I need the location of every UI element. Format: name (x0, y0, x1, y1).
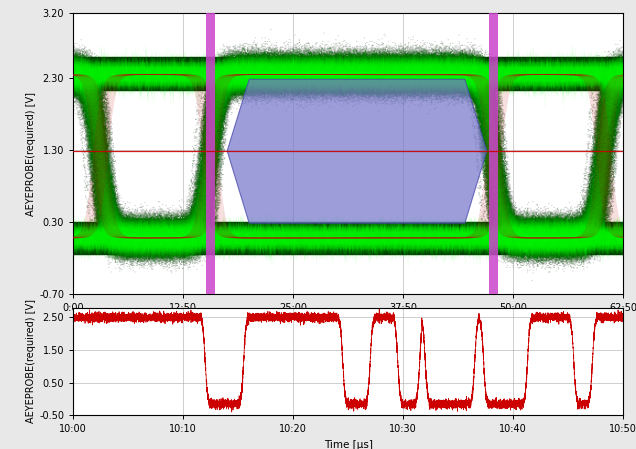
Y-axis label: AEYEPROBE(required) [V]: AEYEPROBE(required) [V] (26, 299, 36, 423)
Bar (206, 13, 215, 294)
Polygon shape (227, 79, 487, 223)
X-axis label: Time [μs]: Time [μs] (324, 440, 373, 449)
Bar (490, 13, 498, 294)
X-axis label: Time [ns]: Time [ns] (324, 319, 373, 329)
Y-axis label: AEYEPROBE(required) [V]: AEYEPROBE(required) [V] (26, 92, 36, 216)
